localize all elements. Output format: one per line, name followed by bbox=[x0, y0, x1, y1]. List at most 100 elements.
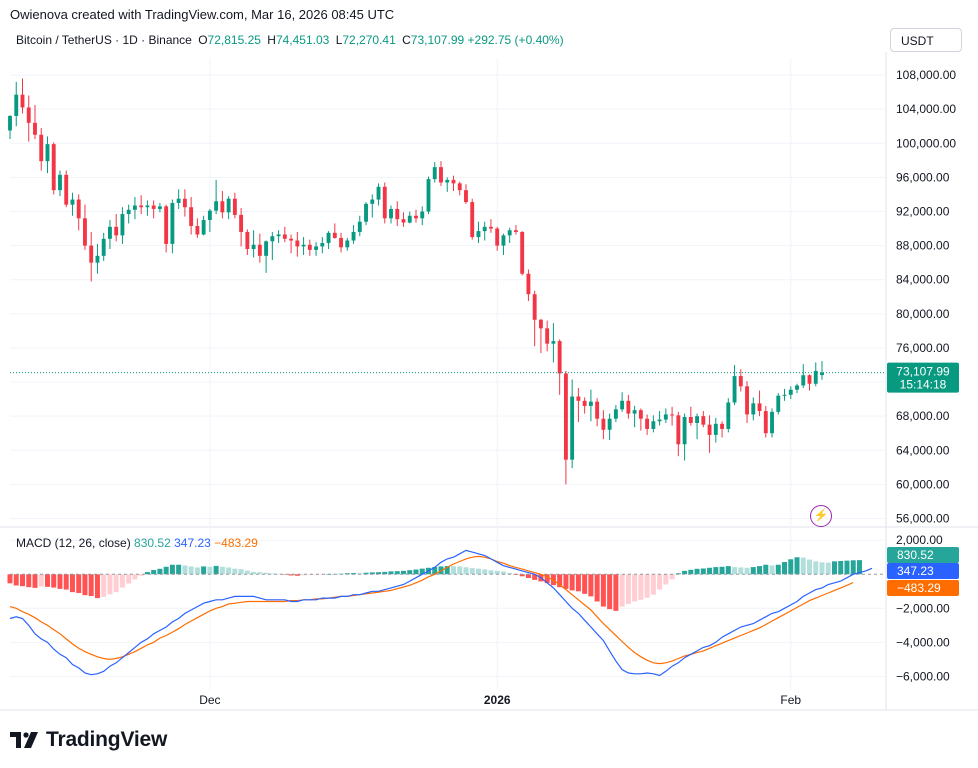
macd-histogram-bar bbox=[575, 574, 581, 592]
candle-body bbox=[226, 198, 231, 213]
high-value: 74,451.03 bbox=[275, 33, 330, 47]
price-axis-label: 92,000.00 bbox=[896, 204, 950, 218]
macd-histogram-bar bbox=[163, 566, 169, 575]
macd-histogram-bar bbox=[219, 566, 225, 575]
macd-histogram-bar bbox=[450, 566, 456, 575]
macd-histogram-bar bbox=[488, 570, 494, 575]
macd-histogram-bar bbox=[838, 560, 844, 575]
macd-histogram-bar bbox=[138, 574, 144, 576]
macd-value-badge bbox=[887, 563, 959, 579]
macd-histogram-bar bbox=[688, 569, 694, 575]
candle-body bbox=[14, 94, 19, 116]
candle-body bbox=[551, 341, 556, 344]
currency-button[interactable]: USDT bbox=[890, 28, 962, 52]
candle-body bbox=[707, 424, 712, 435]
macd-histogram-bar bbox=[557, 574, 563, 588]
macd-histogram-bar bbox=[276, 573, 282, 575]
tradingview-brand[interactable]: TradingView bbox=[10, 728, 167, 752]
candle-body bbox=[620, 400, 625, 410]
candle-body bbox=[420, 211, 425, 219]
candle-body bbox=[157, 206, 162, 209]
candle-body bbox=[501, 235, 506, 246]
change-value: +292.75 (+0.40%) bbox=[467, 33, 564, 47]
candle-body bbox=[114, 226, 119, 236]
candle-body bbox=[582, 400, 587, 406]
macd-histogram-bar bbox=[625, 574, 631, 605]
macd-histogram-bar bbox=[69, 574, 75, 593]
candle-body bbox=[45, 144, 50, 162]
candle-body bbox=[170, 202, 175, 244]
candle-body bbox=[58, 174, 62, 191]
macd-histogram-bar bbox=[382, 571, 388, 575]
candle-body bbox=[607, 418, 612, 430]
macd-histogram-bar bbox=[376, 572, 382, 575]
candle-body bbox=[613, 409, 618, 419]
flash-indicator-icon[interactable]: ⚡ bbox=[810, 505, 832, 527]
candle-body bbox=[457, 183, 462, 191]
macd-histogram-bar bbox=[101, 574, 107, 597]
price-axis-label: 108,000.00 bbox=[896, 68, 956, 82]
macd-histogram-bar bbox=[675, 573, 681, 575]
macd-histogram-bar bbox=[144, 572, 150, 575]
macd-value-badge bbox=[887, 580, 959, 596]
macd-histogram-bar bbox=[663, 574, 669, 585]
candle-body bbox=[95, 255, 100, 263]
macd-histogram-bar bbox=[188, 566, 194, 575]
macd-histogram-bar bbox=[694, 568, 700, 575]
candle-body bbox=[108, 226, 112, 239]
macd-histogram-bar bbox=[238, 569, 244, 575]
price-axis-label: 60,000.00 bbox=[896, 477, 950, 491]
candle-body bbox=[626, 400, 631, 414]
macd-histogram-bar bbox=[782, 562, 788, 575]
macd-histogram-bar bbox=[850, 560, 856, 575]
macd-histogram-bar bbox=[432, 567, 438, 575]
candle-body bbox=[701, 416, 706, 425]
chart-attribution: Owienova created with TradingView.com, M… bbox=[10, 7, 395, 22]
macd-histogram-bar bbox=[469, 568, 475, 575]
macd-histogram-bar bbox=[800, 557, 806, 575]
candle-body bbox=[757, 403, 762, 412]
macd-histogram-bar bbox=[794, 557, 800, 575]
candle-body bbox=[807, 375, 812, 384]
macd-histogram-bar bbox=[369, 572, 375, 575]
candle-body bbox=[801, 375, 806, 386]
macd-histogram-bar bbox=[856, 560, 862, 575]
candle-body bbox=[251, 244, 256, 250]
candle-body bbox=[451, 179, 456, 184]
price-axis-label: 88,000.00 bbox=[896, 239, 950, 253]
candle-body bbox=[182, 198, 187, 208]
macd-histogram-bar bbox=[507, 572, 513, 575]
candle-body bbox=[795, 385, 799, 390]
candle-body bbox=[770, 411, 774, 434]
macd-histogram-bar bbox=[738, 567, 744, 575]
candle-body bbox=[570, 396, 575, 460]
macd-histogram-bar bbox=[351, 573, 357, 575]
candle-body bbox=[276, 234, 281, 237]
candle-body bbox=[314, 246, 318, 250]
candle-body bbox=[576, 396, 581, 401]
macd-histogram-bar bbox=[13, 574, 19, 586]
candle-body bbox=[738, 376, 743, 387]
candle-body bbox=[332, 232, 337, 238]
macd-title[interactable]: MACD (12, 26, close) bbox=[16, 536, 131, 550]
macd-histogram-bar bbox=[401, 570, 407, 575]
candle-body bbox=[601, 418, 606, 430]
candle-body bbox=[382, 186, 387, 219]
candle-body bbox=[820, 372, 824, 376]
candle-body bbox=[70, 199, 75, 205]
macd-histogram-bar bbox=[363, 572, 369, 575]
macd-histogram-bar bbox=[457, 566, 463, 575]
candle-body bbox=[432, 167, 437, 180]
candle-body bbox=[33, 122, 37, 135]
price-chart[interactable]: 108,000.00 104,000.00 100,000.00 96,000.00 9… bbox=[0, 0, 978, 720]
macd-histogram-bar bbox=[532, 574, 538, 580]
macd-histogram-bar bbox=[482, 569, 488, 575]
symbol-name[interactable]: Bitcoin / TetherUS · 1D · Binance bbox=[16, 33, 192, 47]
macd-histogram-bar bbox=[82, 574, 88, 596]
price-axis-label: 76,000.00 bbox=[896, 341, 950, 355]
macd-histogram-bar bbox=[357, 573, 363, 575]
brand-name: TradingView bbox=[46, 728, 168, 751]
candle-body bbox=[788, 389, 793, 395]
candle-body bbox=[520, 231, 525, 274]
macd-line bbox=[9, 549, 873, 677]
